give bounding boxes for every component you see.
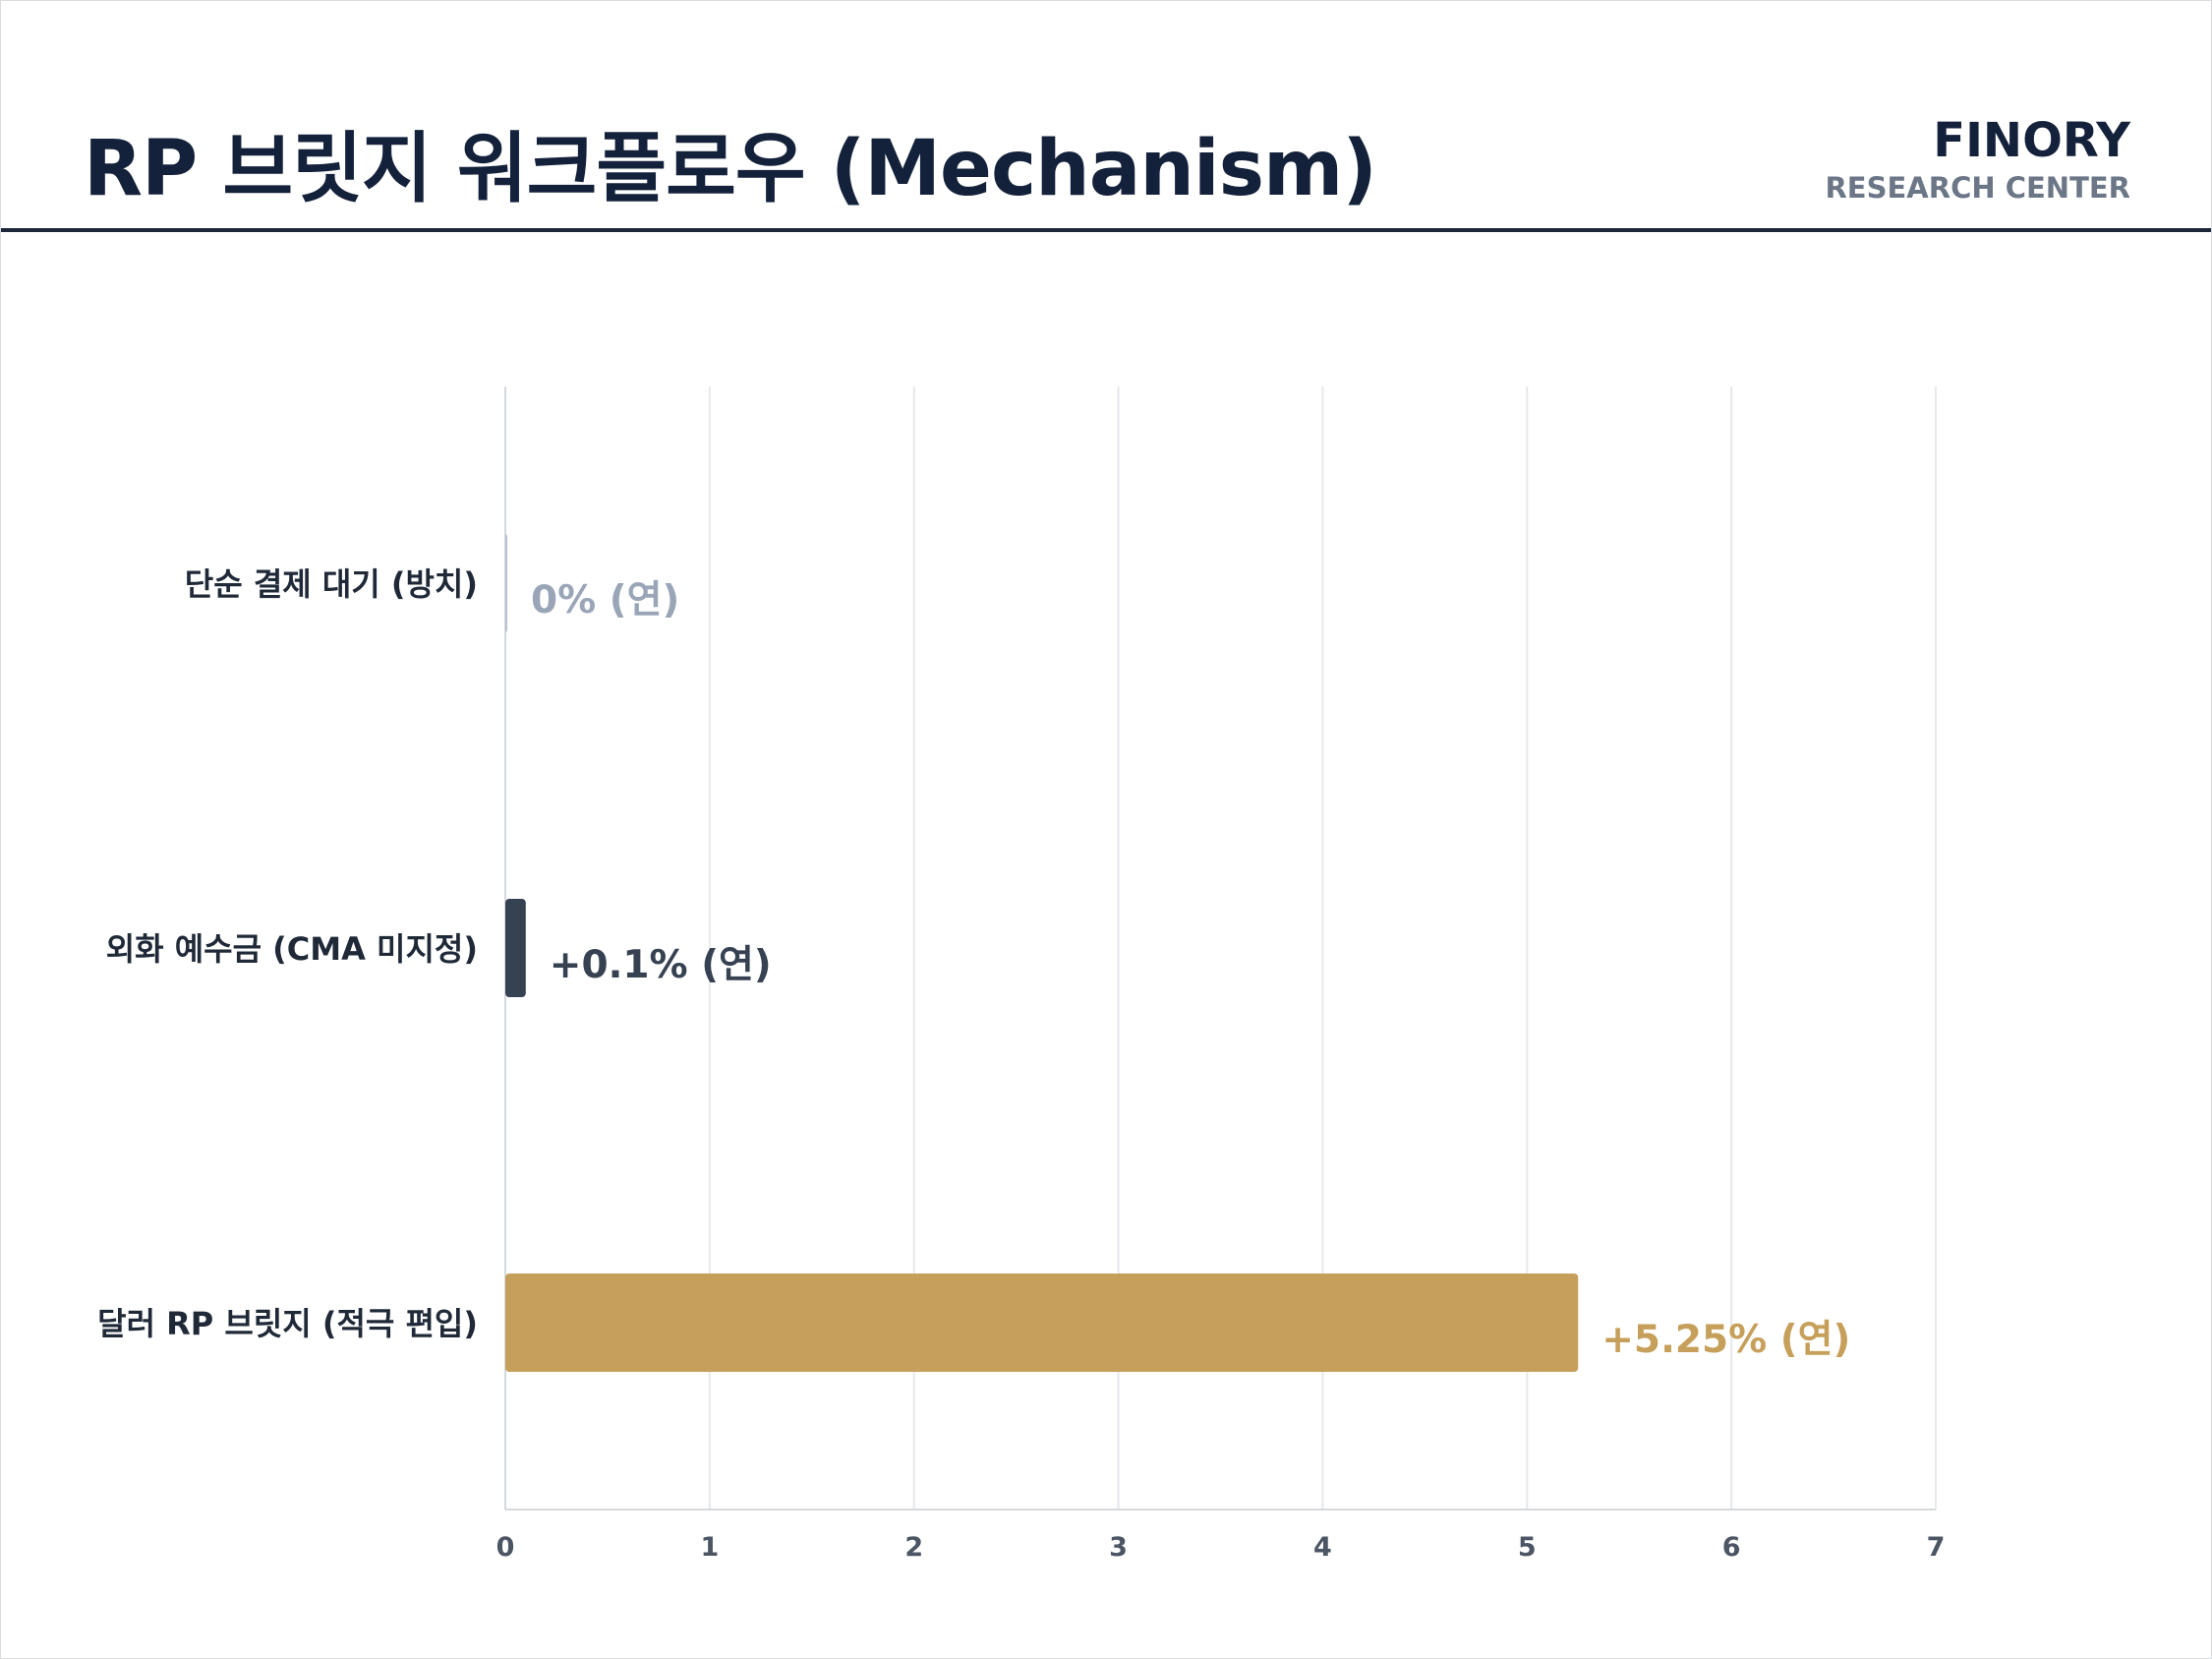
bar-2 bbox=[505, 1274, 1579, 1372]
x-tick-label-5: 5 bbox=[1518, 1532, 1537, 1563]
data-label-1: +0.1% (연) bbox=[550, 943, 772, 987]
x-tick-label-4: 4 bbox=[1313, 1532, 1332, 1563]
x-tick-label-6: 6 bbox=[1722, 1532, 1741, 1563]
brand-subtitle: RESEARCH CENTER bbox=[1825, 170, 2130, 205]
brand-name: FINORY bbox=[1933, 113, 2130, 168]
x-tick-label-7: 7 bbox=[1927, 1532, 1946, 1563]
x-tick-label-2: 2 bbox=[904, 1532, 923, 1563]
data-label-0: 0% (연) bbox=[531, 578, 679, 622]
x-tick-label-3: 3 bbox=[1109, 1532, 1128, 1563]
bar-1 bbox=[505, 899, 526, 997]
header-divider bbox=[1, 228, 2211, 232]
x-tick-label-0: 0 bbox=[496, 1532, 515, 1563]
category-label-2: 달러 RP 브릿지 (적극 편입) bbox=[97, 1305, 478, 1342]
category-label-0: 단순 결제 대기 (방치) bbox=[185, 565, 478, 603]
bar-0 bbox=[505, 534, 507, 632]
x-tick-label-1: 1 bbox=[700, 1532, 719, 1563]
data-label-2: +5.25% (연) bbox=[1601, 1318, 1850, 1362]
category-label-1: 외화 예수금 (CMA 미지정) bbox=[106, 930, 478, 968]
brand-logo: FINORY RESEARCH CENTER bbox=[1825, 115, 2130, 206]
page-title: RP 브릿지 워크플로우 (Mechanism) bbox=[84, 125, 1377, 213]
